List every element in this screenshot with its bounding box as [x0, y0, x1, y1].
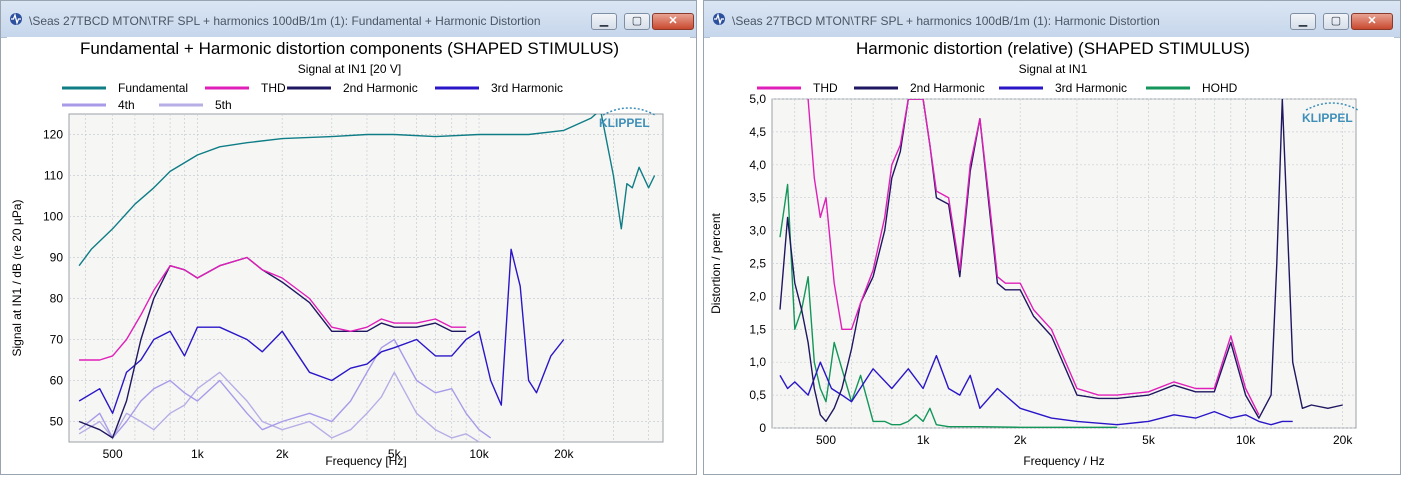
close-button[interactable]: ✕ [652, 13, 694, 30]
window-fundamental-harmonic[interactable]: \Seas 27TBCD MTON\TRF SPL + harmonics 10… [0, 0, 697, 475]
y-tick-label: 4,0 [749, 158, 766, 172]
chart-area-left: Fundamental + Harmonic distortion compon… [7, 37, 690, 474]
x-tick-label: 1k [917, 433, 931, 447]
close-icon: ✕ [1367, 15, 1377, 27]
maximize-button[interactable]: ▢ [1323, 13, 1349, 30]
series-line-4th [78, 338, 492, 439]
x-tick-label: 10k [469, 447, 489, 461]
legend-label: 2nd Harmonic [343, 81, 418, 95]
x-tick-label: 500 [103, 447, 123, 461]
y-tick-label: 60 [50, 374, 64, 388]
x-axis-label: Frequency / Hz [1023, 454, 1104, 468]
y-tick-label: 0,5 [749, 388, 766, 402]
klippel-logo-arc [1305, 102, 1359, 111]
fundamental-harmonic-chart: Fundamental + Harmonic distortion compon… [10, 39, 664, 468]
legend-label: THD [813, 81, 838, 95]
chart-subtitle: Signal at IN1 [1019, 62, 1088, 76]
legend-label: 3rd Harmonic [491, 81, 563, 95]
chart-title: Fundamental + Harmonic distortion compon… [80, 39, 619, 58]
y-tick-label: 100 [43, 210, 63, 224]
x-tick-label: 2k [1014, 433, 1028, 447]
y-tick-label: 120 [43, 128, 63, 142]
x-tick-label: 5k [388, 447, 402, 461]
legend-label: 4th [118, 98, 135, 112]
window-titlebar[interactable]: \Seas 27TBCD MTON\TRF SPL + harmonics 10… [704, 1, 1400, 38]
x-tick-label: 20k [554, 447, 574, 461]
minimize-button[interactable]: ▁ [1290, 13, 1316, 30]
series-line-fundamental [78, 114, 656, 267]
chart-area-right: Harmonic distortion (relative) (SHAPED S… [709, 37, 1394, 474]
window-harmonic-distortion[interactable]: \Seas 27TBCD MTON\TRF SPL + harmonics 10… [703, 0, 1401, 475]
chart-subtitle: Signal at IN1 [20 V] [298, 62, 401, 76]
y-tick-label: 1,0 [749, 355, 766, 369]
y-tick-label: 2,5 [749, 257, 766, 271]
x-axis-label: Frequency [Hz] [325, 454, 406, 468]
y-tick-label: 50 [50, 415, 64, 429]
maximize-icon: ▢ [1330, 15, 1342, 27]
y-axis-label: Signal at IN1 / dB (re 20 µPa) [10, 200, 24, 357]
plot-area [68, 113, 664, 443]
maximize-button[interactable]: ▢ [624, 13, 650, 30]
y-tick-label: 2,0 [749, 289, 766, 303]
y-tick-label: 90 [50, 251, 64, 265]
y-tick-label: 4,5 [749, 125, 766, 139]
harmonic-distortion-chart: Harmonic distortion (relative) (SHAPED S… [709, 39, 1359, 468]
minimize-icon: ▁ [599, 15, 609, 27]
window-title: \Seas 27TBCD MTON\TRF SPL + harmonics 10… [732, 14, 1160, 28]
chart-title: Harmonic distortion (relative) (SHAPED S… [856, 39, 1250, 58]
series-line-thd [79, 256, 467, 361]
klippel-logo-arc [602, 107, 656, 116]
window-titlebar[interactable]: \Seas 27TBCD MTON\TRF SPL + harmonics 10… [1, 1, 696, 38]
y-tick-label: 0 [759, 421, 766, 435]
klippel-app-icon [10, 12, 22, 26]
minimize-button[interactable]: ▁ [591, 13, 617, 30]
close-icon: ✕ [668, 15, 678, 27]
legend-label: HOHD [1202, 81, 1238, 95]
window-title: \Seas 27TBCD MTON\TRF SPL + harmonics 10… [29, 14, 541, 28]
y-tick-label: 5,0 [749, 92, 766, 106]
series-line-hohd [779, 183, 1118, 428]
series-line-thd [807, 99, 1260, 416]
legend-label: Fundamental [118, 81, 188, 95]
x-tick-label: 5k [1142, 433, 1156, 447]
legend-label: 5th [215, 98, 232, 112]
y-tick-label: 70 [50, 333, 64, 347]
minimize-icon: ▁ [1298, 15, 1308, 27]
y-tick-label: 3,0 [749, 224, 766, 238]
y-tick-label: 110 [44, 169, 63, 183]
legend-label: 2nd Harmonic [910, 81, 985, 95]
maximize-icon: ▢ [631, 15, 643, 27]
x-tick-label: 20k [1333, 433, 1353, 447]
x-tick-label: 500 [816, 433, 836, 447]
legend-label: 3rd Harmonic [1055, 81, 1127, 95]
x-tick-label: 1k [191, 447, 205, 461]
klippel-logo: KLIPPEL [599, 116, 650, 130]
series-line-3rd-harmonic [78, 248, 565, 414]
x-tick-label: 10k [1236, 433, 1256, 447]
x-tick-label: 2k [276, 447, 290, 461]
y-tick-label: 3,5 [749, 191, 766, 205]
window-gap [697, 0, 703, 475]
y-tick-label: 80 [50, 292, 64, 306]
y-axis-label: Distortion / percent [710, 212, 723, 313]
klippel-logo: KLIPPEL [1302, 111, 1353, 125]
klippel-app-icon [713, 12, 725, 26]
legend-label: THD [261, 81, 286, 95]
y-tick-label: 1,5 [749, 322, 766, 336]
close-button[interactable]: ✕ [1351, 13, 1393, 30]
series-line-3rd-harmonic [779, 354, 1293, 426]
